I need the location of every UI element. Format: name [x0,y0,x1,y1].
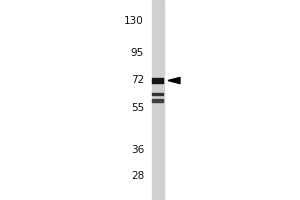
Bar [152,99,163,102]
Bar [152,0,164,200]
Text: 130: 130 [124,16,144,26]
Text: 36: 36 [131,145,144,155]
Text: 55: 55 [131,103,144,113]
Bar [152,78,163,83]
Polygon shape [168,77,180,84]
Bar [152,93,163,95]
Text: 28: 28 [131,171,144,181]
Text: 72: 72 [131,75,144,85]
Text: 95: 95 [131,48,144,58]
